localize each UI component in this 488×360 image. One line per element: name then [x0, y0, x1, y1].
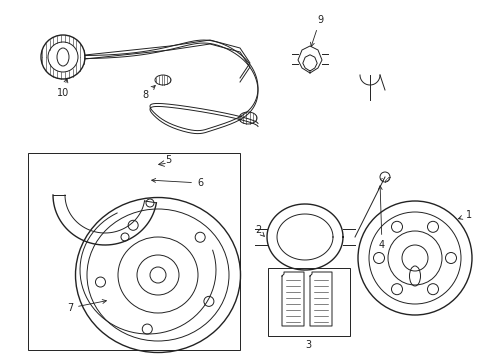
Text: 10: 10: [57, 78, 69, 98]
Text: 6: 6: [151, 178, 203, 188]
Text: 4: 4: [378, 186, 384, 250]
Bar: [267, 268, 349, 336]
Text: 2: 2: [254, 225, 264, 237]
Bar: [28, 153, 240, 350]
Text: 1: 1: [458, 210, 471, 220]
Text: 8: 8: [142, 86, 155, 100]
Text: 5: 5: [164, 155, 171, 165]
Text: 9: 9: [310, 15, 323, 46]
Text: 3: 3: [305, 340, 310, 350]
Text: 7: 7: [67, 300, 106, 313]
